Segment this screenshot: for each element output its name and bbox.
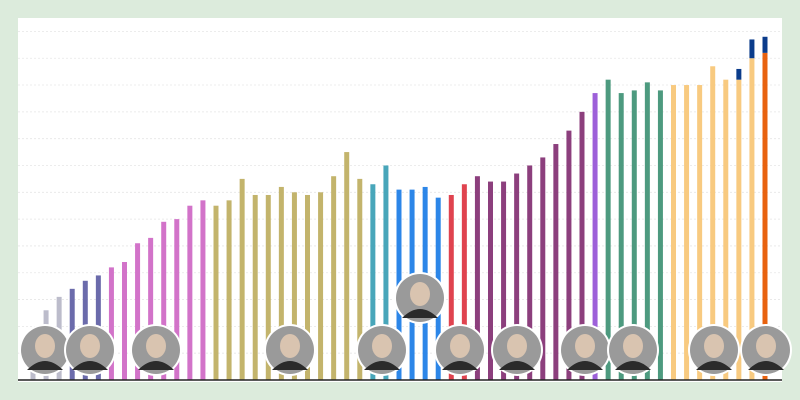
bar	[671, 85, 676, 380]
portrait-head	[575, 334, 595, 358]
bar	[592, 93, 598, 380]
bar	[213, 205, 219, 380]
bar	[579, 111, 585, 380]
portrait	[688, 324, 740, 376]
bar	[265, 194, 271, 380]
portrait-body	[615, 361, 651, 370]
portrait-head	[410, 282, 430, 306]
bar	[657, 90, 663, 381]
bar	[252, 194, 258, 380]
bar	[540, 157, 546, 380]
bar	[318, 192, 324, 380]
bar	[122, 262, 127, 380]
portrait-head	[146, 334, 166, 358]
portrait-head	[623, 334, 643, 358]
portrait-body	[138, 361, 174, 370]
portrait-body	[696, 361, 732, 370]
bar	[108, 267, 114, 380]
portrait-head	[80, 334, 100, 358]
bar	[749, 58, 755, 380]
portrait-body	[272, 361, 308, 370]
bar	[305, 194, 310, 380]
bar	[344, 152, 350, 380]
portrait-body	[442, 361, 478, 370]
bar	[631, 90, 637, 381]
bar	[736, 79, 742, 380]
portrait-head	[372, 334, 392, 358]
portrait-head	[450, 334, 470, 358]
portrait	[130, 324, 182, 376]
bar	[501, 181, 507, 380]
bar	[723, 79, 729, 380]
bar	[710, 66, 716, 381]
portrait-body	[402, 309, 438, 318]
portrait-body	[499, 361, 535, 370]
bar	[644, 82, 650, 380]
bar	[291, 192, 297, 380]
bar	[488, 181, 493, 380]
bar	[370, 184, 376, 380]
bar	[566, 130, 572, 380]
bar	[383, 165, 389, 380]
bar	[331, 176, 337, 380]
bar	[697, 85, 703, 380]
portrait-body	[364, 361, 400, 370]
portrait-head	[507, 334, 527, 358]
bar	[553, 144, 559, 380]
portrait	[491, 324, 543, 376]
portrait-head	[35, 334, 55, 358]
portrait	[740, 324, 792, 376]
bar	[448, 194, 454, 380]
bar	[736, 68, 742, 80]
bar	[461, 184, 467, 380]
portrait-body	[567, 361, 603, 370]
bar	[749, 39, 755, 59]
portrait	[264, 324, 316, 376]
portrait-head	[756, 334, 776, 358]
bar	[684, 85, 690, 380]
bar	[200, 200, 206, 380]
bar	[762, 36, 768, 53]
bar	[174, 219, 180, 380]
portrait-body	[27, 361, 63, 370]
portrait	[607, 324, 659, 376]
bar	[278, 186, 284, 380]
bar	[514, 173, 520, 380]
bar	[226, 200, 232, 380]
bar	[357, 178, 363, 380]
portrait	[394, 272, 446, 324]
bar	[605, 79, 611, 380]
bar	[161, 221, 167, 380]
portrait	[434, 324, 486, 376]
portrait	[559, 324, 611, 376]
portrait-body	[72, 361, 108, 370]
bar	[474, 176, 480, 380]
portrait	[356, 324, 408, 376]
portrait-head	[280, 334, 300, 358]
bar	[762, 52, 768, 381]
bar	[527, 165, 533, 380]
portrait	[19, 324, 71, 376]
bar	[239, 178, 245, 380]
portraits	[19, 272, 792, 376]
portrait-head	[704, 334, 724, 358]
portrait-body	[748, 361, 784, 370]
bar	[135, 243, 141, 380]
bar	[148, 237, 154, 380]
bar	[187, 205, 193, 380]
bar	[618, 93, 624, 380]
portrait	[64, 324, 116, 376]
